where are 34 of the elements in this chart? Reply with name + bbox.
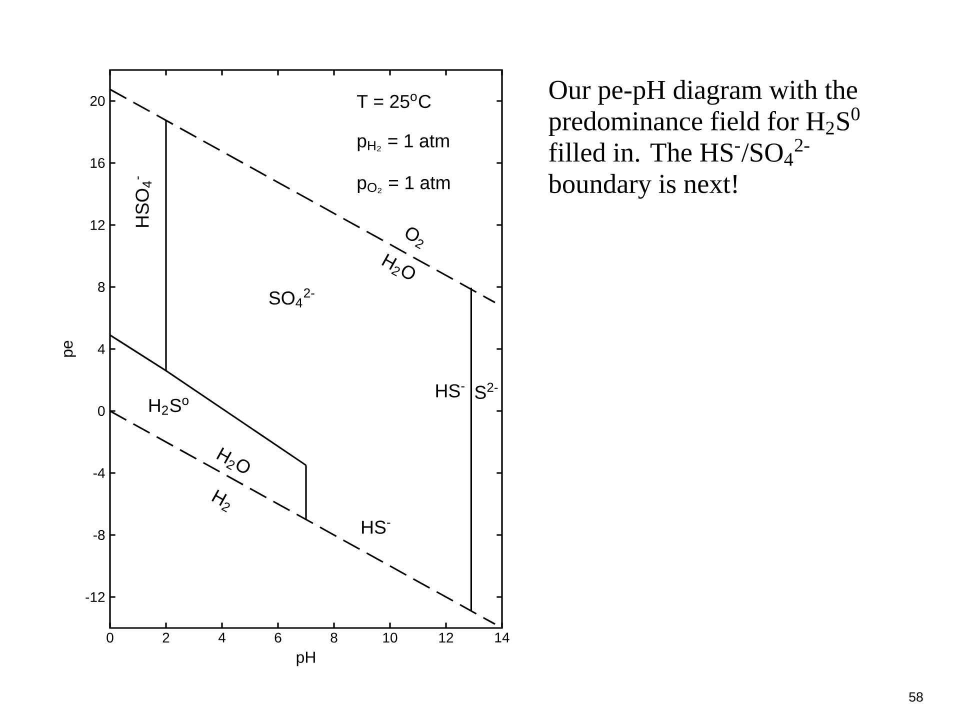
x-axis-title: pH (296, 652, 315, 666)
annotation: HS$^{-}$ (362, 520, 390, 534)
text: 58 (909, 692, 923, 702)
x-tick-label: 10 (383, 632, 398, 643)
y-tick-label: 4 (98, 344, 105, 354)
annotation: HSO$_{4}$- (136, 176, 152, 227)
annotation: p$_{H₂}$ = 1 atm (358, 134, 449, 152)
x-tick-label: 6 (274, 632, 282, 643)
x-tick-label: 0 (106, 632, 114, 643)
y-axis-title: pe (64, 340, 76, 357)
annotation: S$^{2-}$ (475, 382, 498, 399)
x-tick-label: 8 (330, 632, 338, 643)
y-tick-label: -12 (86, 592, 105, 602)
x-tick-label: 4 (218, 632, 226, 642)
x-tick-label: 14 (495, 632, 510, 642)
annotation: HS$^{-}$ (436, 384, 464, 398)
y-tick-label: -8 (93, 530, 105, 540)
annotation: p$_{O₂}$ = 1 atm (358, 176, 450, 194)
annotation: H$_{2}$O (382, 254, 416, 280)
y-tick-label: 8 (98, 282, 105, 292)
y-tick-label: 20 (90, 96, 105, 106)
annotation: H$_{2}$S$^{o}$ (149, 398, 188, 415)
annotation: SO$_{4}$2- (269, 288, 314, 308)
y-tick-label: -4 (93, 468, 105, 478)
annotation: H$_{2}$ (212, 490, 230, 512)
y-tick-label: 16 (90, 158, 105, 168)
annotation: O$_{2}$ (406, 228, 424, 250)
x-tick-label: 2 (162, 632, 170, 642)
annotation: T = 25$^{o}$C (357, 94, 431, 108)
annotation: H$_{2}$O (216, 447, 250, 473)
x-tick-label: 12 (439, 632, 454, 642)
y-tick-label: 12 (90, 220, 105, 230)
y-tick-label: 0 (98, 406, 105, 416)
text: Our pe-pH diagram with the predominance field for H$_{2}$S$^{0}$ filled in. The HS$^{-}$/SO$_{4}$2- boundary is next! (548, 80, 860, 199)
